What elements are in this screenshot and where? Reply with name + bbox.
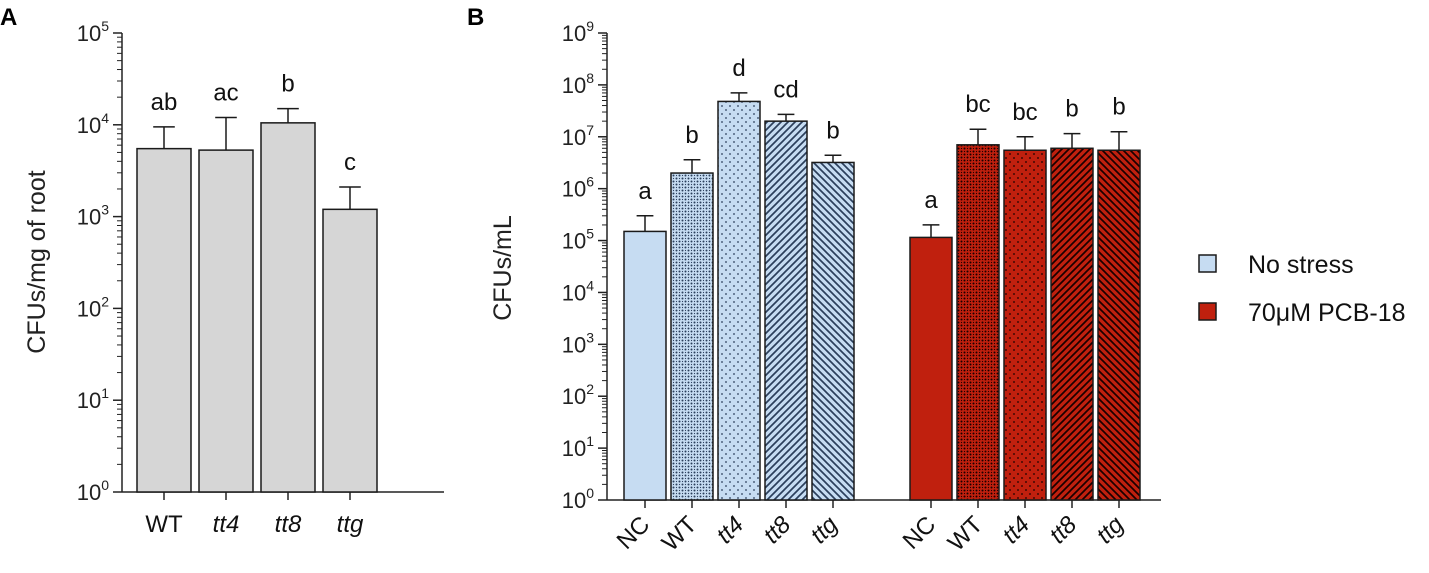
x-tick-label: WT — [943, 511, 989, 557]
y-tick-label: 109 — [562, 18, 594, 46]
bar — [811, 161, 855, 501]
panel-a: A CFUs/mg of root 100 101 102 103 104 105 WT tt… — [0, 4, 444, 538]
y-tick-label: 103 — [562, 329, 594, 357]
panel-label-a: A — [0, 4, 17, 31]
x-tick-label: tt8 — [1044, 511, 1082, 549]
y-tick-label: 102 — [77, 293, 109, 321]
x-tick-label: ttg — [337, 511, 364, 538]
y-tick-label: 104 — [77, 110, 109, 138]
legend: No stress 70μM PCB-18 — [1198, 251, 1406, 327]
significance-label: ac — [213, 80, 238, 107]
x-tick-label: tt8 — [758, 511, 796, 549]
significance-label: b — [281, 71, 294, 98]
bar — [322, 208, 378, 493]
significance-label: a — [924, 187, 938, 214]
legend-swatch-pcb — [1198, 302, 1217, 321]
y-tick-label: 105 — [77, 18, 109, 46]
legend-swatch-no-stress — [1198, 254, 1217, 273]
y-axis-title-a: CFUs/mg of root — [23, 170, 51, 353]
significance-label: bc — [1012, 99, 1037, 126]
x-tick-label: ttg — [1091, 511, 1129, 549]
x-tick-label: WT — [657, 511, 703, 557]
x-tick-label: tt4 — [711, 511, 749, 549]
axes-a: 100 101 102 103 104 105 WT tt4 tt8 ttg — [77, 18, 444, 538]
y-tick-label: 107 — [562, 122, 594, 150]
bar — [623, 230, 667, 501]
bar — [956, 144, 1000, 501]
significance-label: ab — [151, 89, 178, 116]
x-tick-label: ttg — [805, 511, 843, 549]
x-tick-label: NC — [612, 511, 656, 555]
y-tick-label: 101 — [562, 433, 594, 461]
bar — [260, 122, 316, 493]
panel-label-b: B — [467, 4, 484, 31]
y-tick-label: 103 — [77, 202, 109, 230]
bar — [1050, 147, 1094, 501]
bar — [909, 236, 953, 501]
y-tick-label: 105 — [562, 226, 594, 254]
y-tick-label: 106 — [562, 174, 594, 202]
panel-b: B CFUs/mL 100 101 102 103 104 105 106 107 108 109… — [467, 4, 1161, 557]
significance-label: cd — [773, 76, 798, 103]
y-tick-label: 100 — [77, 477, 109, 505]
y-tick-label: 101 — [77, 385, 109, 413]
bar — [198, 149, 254, 493]
bar — [1097, 149, 1141, 501]
x-tick-label: tt4 — [213, 511, 240, 538]
bars-a: ab ac b c — [136, 71, 378, 493]
significance-label: a — [638, 178, 652, 205]
y-tick-label: 104 — [562, 277, 594, 305]
x-tick-label: tt8 — [275, 511, 302, 538]
significance-label: c — [344, 149, 356, 176]
significance-label: b — [685, 122, 698, 149]
significance-label: d — [732, 55, 745, 82]
x-tick-label: WT — [145, 511, 183, 538]
significance-label: bc — [965, 91, 990, 118]
x-tick-label: tt4 — [997, 511, 1035, 549]
bar — [1003, 149, 1047, 501]
bar — [136, 147, 192, 493]
significance-label: b — [1065, 96, 1078, 123]
legend-label-pcb: 70μM PCB-18 — [1248, 299, 1406, 327]
significance-label: b — [826, 117, 839, 144]
bar — [764, 120, 808, 501]
significance-label: b — [1112, 94, 1125, 121]
y-axis-title-b: CFUs/mL — [489, 215, 517, 321]
x-tick-label: NC — [898, 511, 942, 555]
bars-b: a b d cd b a bc bc b b — [623, 55, 1141, 501]
legend-label-no-stress: No stress — [1248, 251, 1354, 279]
y-tick-label: 100 — [562, 485, 594, 513]
y-tick-label: 102 — [562, 381, 594, 409]
y-tick-label: 108 — [562, 70, 594, 98]
bar — [670, 172, 714, 501]
bar — [717, 100, 761, 501]
